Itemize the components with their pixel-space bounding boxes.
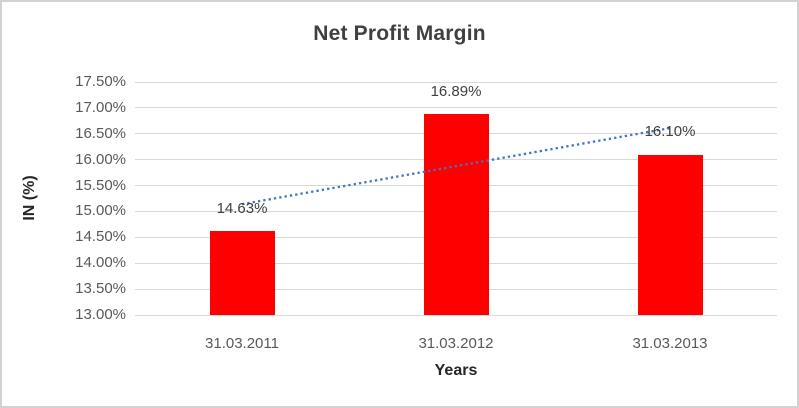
data-label: 14.63% — [216, 199, 268, 217]
y-tick-label: 13.50% — [75, 280, 126, 298]
y-tick-label: 15.50% — [75, 176, 126, 194]
y-tick-label: 16.50% — [75, 124, 126, 142]
bar — [423, 113, 489, 315]
chart-title: Net Profit Margin — [313, 22, 486, 45]
gridline — [135, 107, 777, 109]
plot-area — [135, 81, 777, 316]
x-tick-label: 31.03.2012 — [418, 335, 494, 352]
x-axis-title: Years — [434, 362, 478, 379]
x-tick-label: 31.03.2011 — [205, 335, 279, 352]
trendline-dotted-line — [241, 126, 671, 206]
x-tick-label: 31.03.2013 — [632, 335, 708, 352]
y-tick-label: 16.00% — [75, 150, 126, 168]
gridline — [135, 314, 777, 316]
y-tick-label: 13.00% — [75, 306, 126, 323]
bar — [209, 230, 275, 315]
y-tick-label: 15.00% — [75, 202, 126, 220]
y-tick-label: 17.00% — [75, 98, 126, 116]
trendline — [241, 126, 671, 206]
y-tick-label: 14.00% — [75, 254, 126, 272]
data-label: 16.10% — [644, 123, 696, 141]
y-tick-label: 17.50% — [75, 73, 126, 90]
data-label: 16.89% — [430, 82, 482, 100]
bar — [637, 154, 703, 315]
y-tick-label: 14.50% — [75, 228, 126, 246]
gridline — [135, 81, 777, 83]
